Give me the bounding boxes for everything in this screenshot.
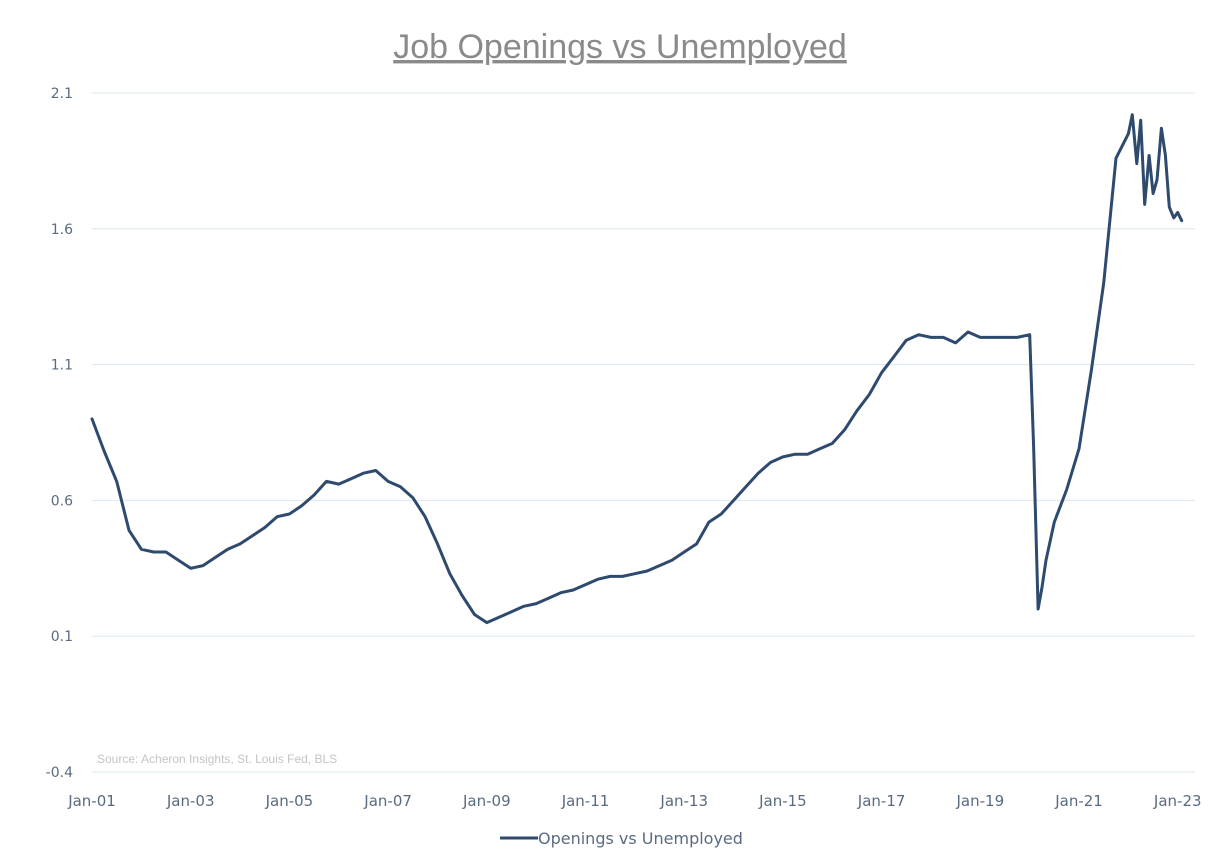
y-tick-label: 1.6 [51, 222, 73, 238]
y-tick-label: 0.1 [51, 629, 73, 645]
x-tick-label: Jan-17 [857, 792, 906, 810]
legend: Openings vs Unemployed [500, 829, 743, 848]
gridlines [92, 92, 1195, 773]
x-tick-label: Jan-21 [1054, 792, 1103, 810]
y-tick-label: -0.4 [46, 765, 73, 781]
x-tick-label: Jan-07 [363, 792, 412, 810]
x-tick-label: Jan-03 [166, 792, 215, 810]
x-tick-label: Jan-23 [1153, 792, 1202, 810]
x-tick-label: Jan-05 [265, 792, 314, 810]
y-tick-label: 0.6 [51, 493, 73, 509]
series-line-openings-vs-unemployed [90, 113, 1184, 625]
source-note: Source: Acheron Insights, St. Louis Fed,… [97, 752, 337, 766]
y-tick-label: 2.1 [51, 86, 73, 102]
x-tick-label: Jan-19 [956, 792, 1005, 810]
x-tick-label: Jan-11 [561, 792, 610, 810]
x-tick-label: Jan-15 [758, 792, 807, 810]
x-tick-label: Jan-01 [67, 792, 116, 810]
x-tick-label: Jan-09 [462, 792, 511, 810]
x-axis-ticks: Jan-01 Jan-03 Jan-05 Jan-07 Jan-09 Jan-11 Jan-… [67, 792, 1201, 810]
y-axis-ticks: 2.1 1.6 1.1 0.6 0.1 -0.4 [46, 86, 73, 781]
chart-title: Job Openings vs Unemployed [393, 28, 847, 66]
x-tick-label: Jan-13 [659, 792, 708, 810]
legend-label: Openings vs Unemployed [538, 829, 743, 848]
y-tick-label: 1.1 [51, 358, 73, 374]
